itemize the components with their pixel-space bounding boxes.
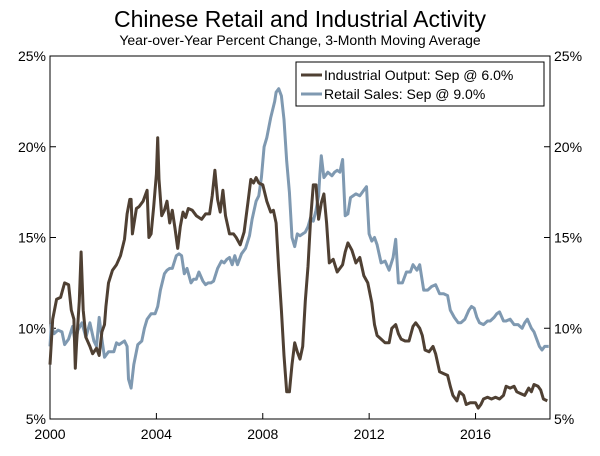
x-tick-label: 2016 [460,426,491,442]
x-tick-label: 2000 [34,426,65,442]
y-tick-label-right: 15% [554,230,582,246]
chart-title: Chinese Retail and Industrial Activity [114,6,487,32]
plot-area: 5%10%15%20%25% 5%10%15%20%25% 2000 2004 20… [18,48,582,442]
y-tick-label-left: 25% [18,48,46,64]
x-axis: 2000 2004 2008 2012 2016 [34,413,491,442]
y-tick-label-left: 20% [18,139,46,155]
retail-sales-line [48,87,549,390]
y-tick-label-right: 20% [554,139,582,155]
y-tick-label-right: 10% [554,320,582,336]
industrial-output-line [48,136,548,410]
legend-box [295,61,545,107]
y-axis-left: 5% 10% 15% 20% 25% [18,48,56,427]
y-axis-right: 5% 10% 15% 20% 25% [544,48,582,427]
series-lines [48,87,549,410]
legend: Industrial Output: Sep @ 6.0% Retail Sal… [295,61,545,107]
x-tick-label: 2012 [354,426,385,442]
y-tick-label-right: 5% [554,411,574,427]
x-tick-label: 2008 [247,426,278,442]
y-tick-label-left: 15% [18,230,46,246]
legend-label-retail-sales: Retail Sales: Sep @ 9.0% [324,86,485,102]
legend-label-industrial-output: Industrial Output: Sep @ 6.0% [324,67,513,83]
x-tick-label: 2004 [141,426,172,442]
y-tick-label-left: 5% [26,411,46,427]
y-tick-label-right: 25% [554,48,582,64]
chart-subtitle: Year-over-Year Percent Change, 3-Month M… [119,32,481,48]
y-tick-label-left: 10% [18,320,46,336]
